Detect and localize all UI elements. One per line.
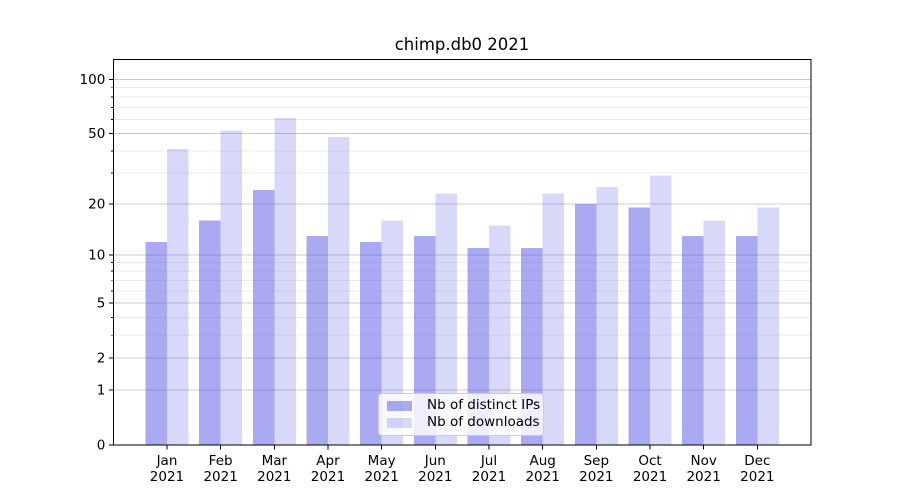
- x-tick-label-month-nov: Nov: [690, 453, 716, 469]
- y-tick-label-50: 50: [88, 126, 105, 142]
- legend-label-distinct-ips: Nb of distinct IPs: [427, 397, 541, 414]
- y-tick-label-2: 2: [97, 350, 106, 366]
- x-tick-label-year-aug: 2021: [525, 469, 559, 485]
- legend: Nb of distinct IPs Nb of downloads: [378, 393, 544, 436]
- y-tick-label-5: 5: [97, 296, 106, 312]
- bar-nb-of-downloads-may: [381, 220, 404, 445]
- y-tick-label-0: 0: [97, 438, 106, 454]
- bar-nb-of-distinct-ips-nov: [682, 235, 704, 445]
- bar-nb-of-downloads-nov: [703, 220, 726, 445]
- x-tick-label-month-sep: Sep: [584, 453, 609, 469]
- legend-item-distinct-ips: Nb of distinct IPs: [387, 399, 540, 413]
- bar-nb-of-downloads-feb: [220, 130, 243, 445]
- chart-title: chimp.db0 2021: [394, 35, 530, 54]
- x-tick-label-year-sep: 2021: [579, 469, 613, 485]
- x-tick-label-year-jun: 2021: [418, 469, 452, 485]
- bar-nb-of-downloads-mar: [274, 118, 296, 445]
- x-tick-label-year-apr: 2021: [311, 469, 345, 485]
- legend-swatch-downloads: [387, 418, 412, 428]
- x-tick-label-month-oct: Oct: [638, 453, 661, 469]
- bar-nb-of-distinct-ips-oct: [628, 207, 650, 445]
- legend-swatch-distinct-ips: [387, 401, 412, 411]
- x-tick-label-month-aug: Aug: [529, 453, 555, 469]
- bar-nb-of-distinct-ips-sep: [574, 203, 597, 445]
- bar-nb-of-downloads-apr: [327, 136, 350, 445]
- x-tick-label-year-mar: 2021: [257, 469, 291, 485]
- y-tick-label-20: 20: [88, 196, 105, 212]
- bar-nb-of-distinct-ips-jan: [145, 241, 167, 445]
- bar-nb-of-distinct-ips-dec: [735, 235, 758, 445]
- x-tick-label-year-nov: 2021: [686, 469, 720, 485]
- x-tick-label-year-feb: 2021: [203, 469, 237, 485]
- bar-nb-of-distinct-ips-feb: [199, 220, 221, 445]
- bar-nb-of-distinct-ips-mar: [252, 190, 275, 445]
- bar-nb-of-downloads-oct: [649, 175, 672, 445]
- x-tick-label-month-jun: Jun: [424, 453, 446, 469]
- bar-nb-of-downloads-jan: [166, 148, 189, 445]
- x-tick-label-month-dec: Dec: [744, 453, 770, 469]
- y-tick-label-1: 1: [97, 383, 106, 399]
- x-tick-label-month-jan: Jan: [156, 453, 178, 469]
- bar-nb-of-downloads-jun: [435, 193, 457, 445]
- bar-nb-of-downloads-dec: [757, 207, 779, 445]
- bar-nb-of-downloads-sep: [596, 186, 618, 445]
- legend-item-downloads: Nb of downloads: [387, 416, 540, 430]
- bar-nb-of-downloads-aug: [542, 193, 565, 445]
- x-tick-label-month-mar: Mar: [262, 453, 288, 469]
- x-tick-label-month-jul: Jul: [480, 453, 497, 469]
- plot-border: [112, 59, 812, 446]
- x-tick-label-year-may: 2021: [364, 469, 398, 485]
- x-tick-label-year-dec: 2021: [740, 469, 774, 485]
- legend-label-downloads: Nb of downloads: [427, 414, 540, 431]
- y-tick-label-100: 100: [80, 72, 106, 88]
- y-tick-label-10: 10: [88, 248, 105, 264]
- x-tick-label-year-jan: 2021: [150, 469, 184, 485]
- x-tick-label-month-may: May: [368, 453, 396, 469]
- bar-nb-of-distinct-ips-jun: [413, 235, 436, 445]
- bar-nb-of-distinct-ips-apr: [306, 235, 328, 445]
- bar-nb-of-distinct-ips-may: [360, 241, 382, 445]
- bar-nb-of-downloads-jul: [488, 225, 511, 445]
- x-tick-label-year-jul: 2021: [472, 469, 506, 485]
- x-tick-label-month-feb: Feb: [209, 453, 233, 469]
- x-tick-label-month-apr: Apr: [316, 453, 340, 469]
- x-tick-label-year-oct: 2021: [633, 469, 667, 485]
